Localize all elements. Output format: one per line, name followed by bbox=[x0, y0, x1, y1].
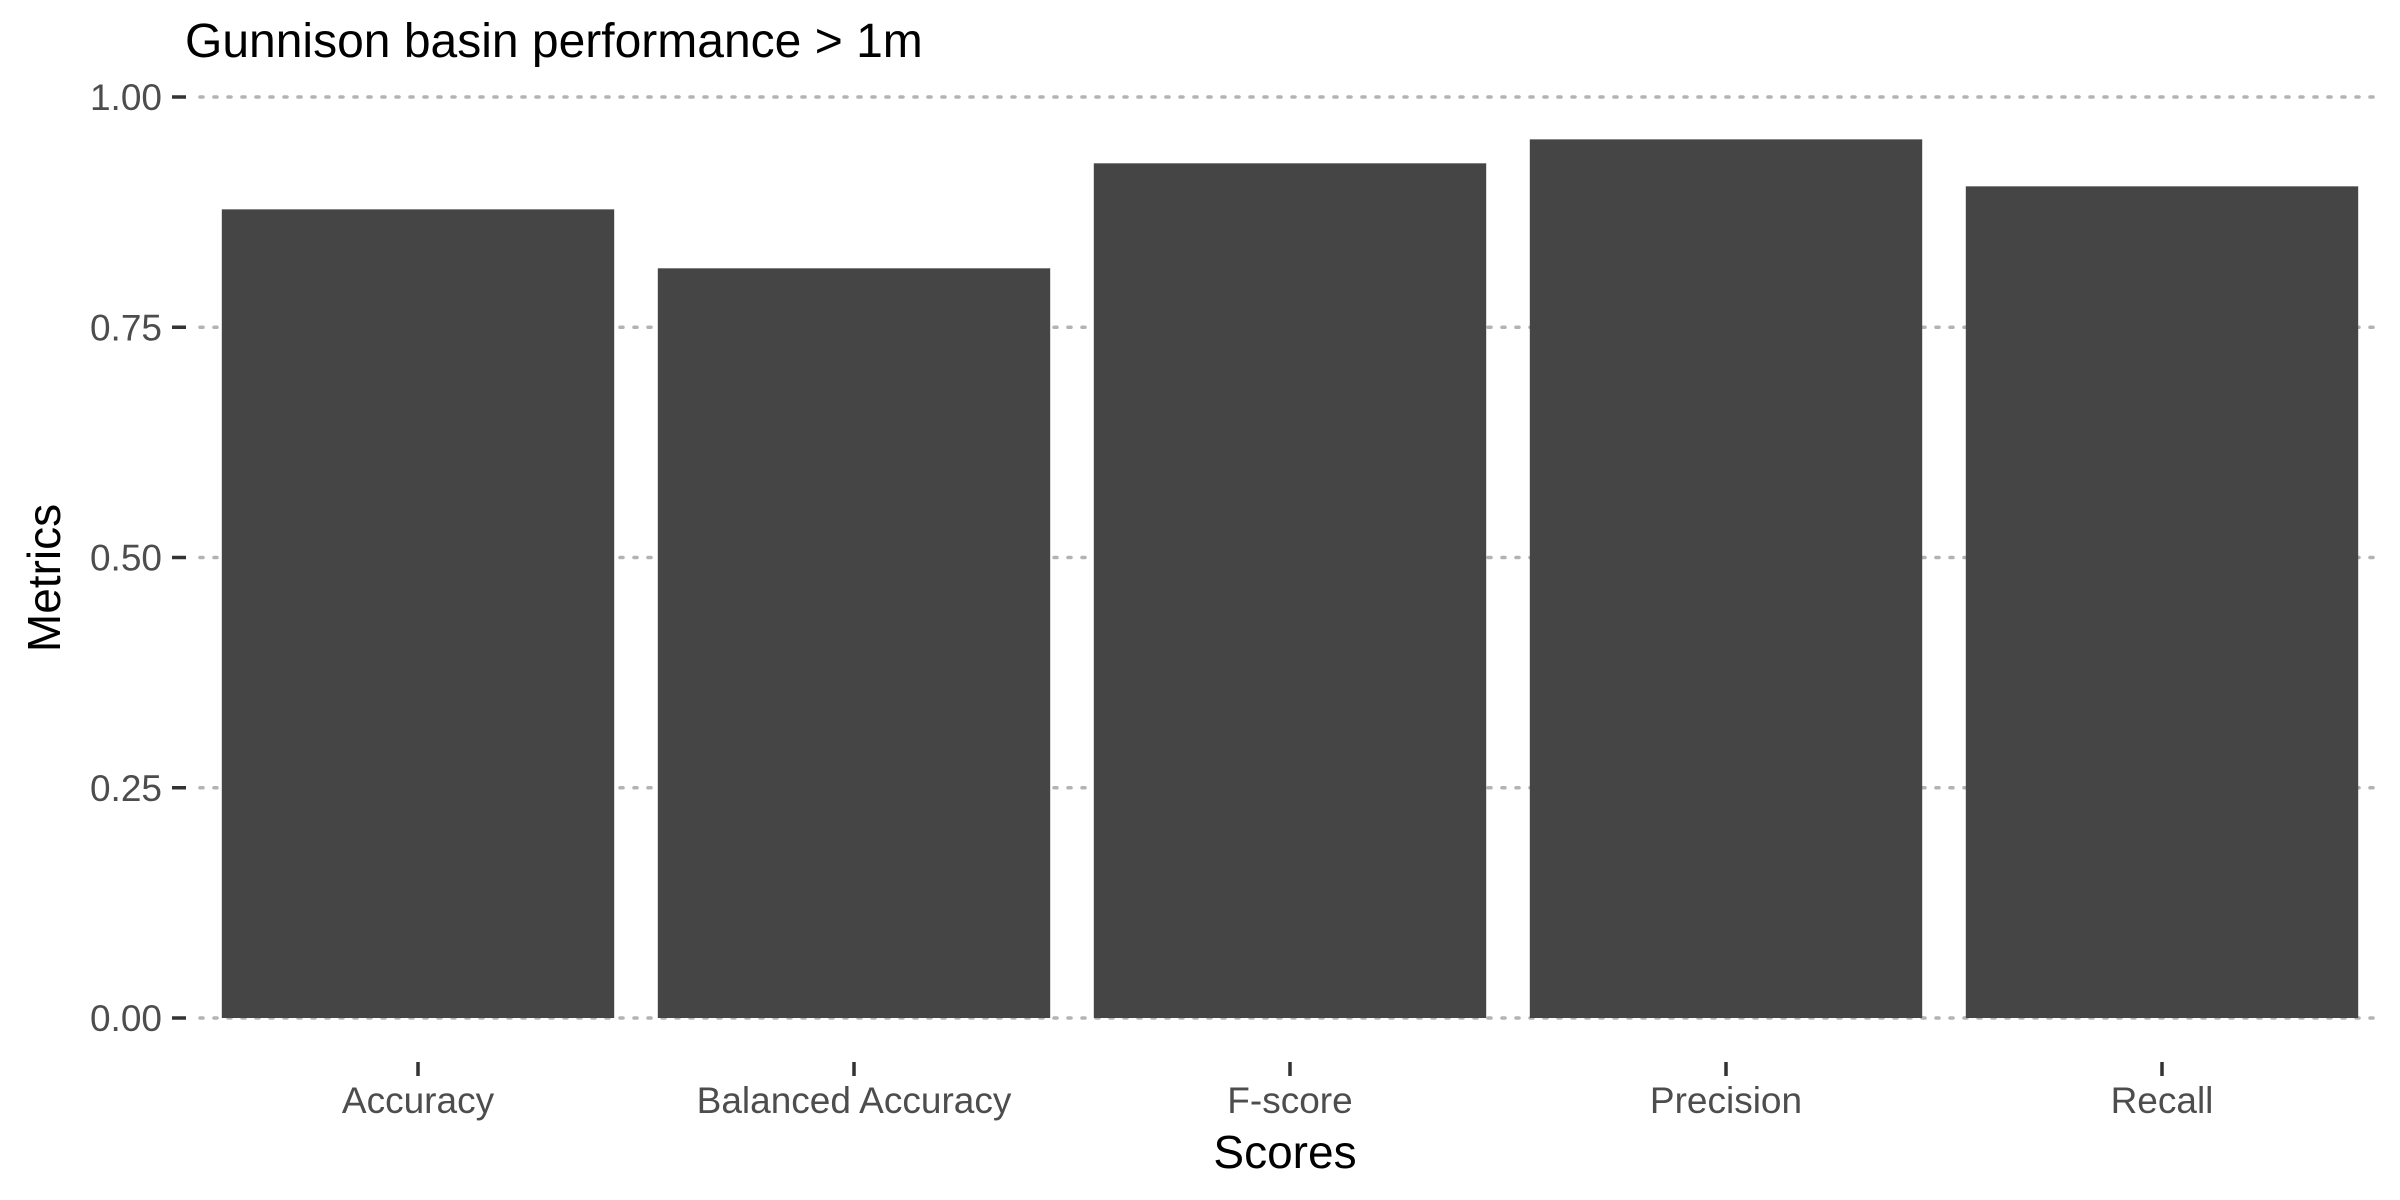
y-tick-label: 0.00 bbox=[90, 998, 162, 1039]
x-tick-label: Precision bbox=[1650, 1080, 1802, 1121]
chart-title: Gunnison basin performance > 1m bbox=[185, 15, 923, 68]
bar bbox=[657, 268, 1051, 1018]
y-tick-label: 1.00 bbox=[90, 77, 162, 118]
y-tick-label: 0.25 bbox=[90, 768, 162, 809]
y-tick-label: 0.75 bbox=[90, 307, 162, 348]
x-tick-label: F-score bbox=[1227, 1080, 1352, 1121]
bar bbox=[221, 209, 615, 1018]
bars bbox=[221, 139, 2359, 1019]
y-axis-title: Metrics bbox=[18, 504, 70, 652]
x-tick-label: Balanced Accuracy bbox=[697, 1080, 1012, 1121]
bar bbox=[1529, 139, 1923, 1019]
x-tick-label: Recall bbox=[2111, 1080, 2214, 1121]
bar bbox=[1965, 186, 2359, 1018]
y-axis: 0.00 0.25 0.50 0.75 1.00 bbox=[90, 77, 186, 1039]
x-axis-title: Scores bbox=[1213, 1126, 1356, 1178]
x-tick-label: Accuracy bbox=[342, 1080, 495, 1121]
bar bbox=[1093, 163, 1487, 1018]
y-tick-label: 0.50 bbox=[90, 538, 162, 579]
x-axis: Accuracy Balanced Accuracy F-score Precisio… bbox=[342, 1062, 2213, 1121]
